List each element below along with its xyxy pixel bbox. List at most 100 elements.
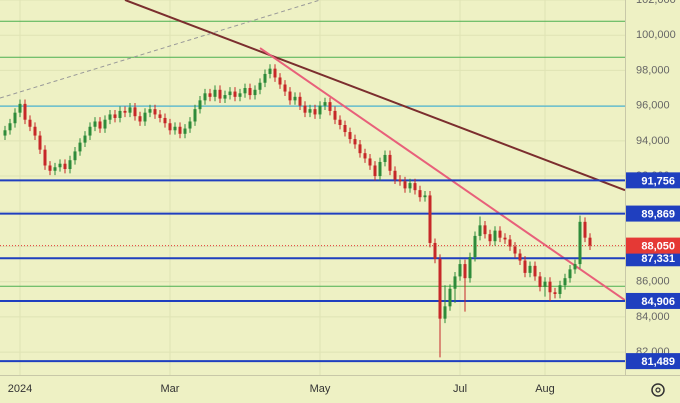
candle-body <box>518 253 522 261</box>
candle-body <box>468 257 472 279</box>
price-label-box <box>626 205 680 222</box>
price-label: 81,489 <box>641 356 675 368</box>
candle-body <box>203 93 207 101</box>
candle-body <box>508 239 512 247</box>
candle-body <box>183 128 187 134</box>
candle-body <box>338 119 342 125</box>
y-tick-label: 96,000 <box>636 100 670 112</box>
candle-body <box>388 154 392 171</box>
y-tick-label: 86,000 <box>636 276 670 288</box>
y-tick-label: 84,000 <box>636 311 670 323</box>
candle-body <box>463 264 467 279</box>
x-tick-label: Jul <box>453 383 467 395</box>
price-label: 84,906 <box>641 296 675 308</box>
candle-body <box>163 117 167 124</box>
candle-body <box>578 221 582 265</box>
candle-body <box>83 135 87 143</box>
x-tick-label: Mar <box>161 383 180 395</box>
candle-body <box>403 181 407 189</box>
candle-body <box>63 163 67 170</box>
candle-body <box>348 132 352 140</box>
candle-body <box>243 88 247 94</box>
candle-body <box>433 242 437 259</box>
candle-body <box>298 96 302 106</box>
candle-body <box>103 119 107 129</box>
candle-body <box>343 125 347 133</box>
candle-body <box>498 230 502 238</box>
candle-body <box>438 258 442 319</box>
candle-body <box>353 139 357 145</box>
candle-body <box>88 126 92 136</box>
candle-body <box>553 292 557 295</box>
candle-body <box>153 109 157 115</box>
y-tick-label: 100,000 <box>636 29 676 41</box>
price-label-box <box>626 250 680 267</box>
candle-body <box>138 116 142 122</box>
candle-body <box>43 149 47 166</box>
candle-body <box>168 123 172 131</box>
candle-body <box>278 77 282 85</box>
candle-body <box>133 107 137 117</box>
candle-body <box>3 130 7 136</box>
candle-body <box>543 281 547 287</box>
candle-body <box>448 288 452 307</box>
candle-body <box>78 142 82 152</box>
candle-body <box>483 225 487 235</box>
candle-body <box>573 264 577 270</box>
y-tick-label: 94,000 <box>636 135 670 147</box>
candle-body <box>18 103 22 113</box>
candle-body <box>53 167 57 171</box>
candle-body <box>28 119 32 127</box>
candle-body <box>318 105 322 115</box>
candle-body <box>258 82 262 90</box>
candle-body <box>378 161 382 177</box>
candle-body <box>303 105 307 113</box>
candle-body <box>218 89 222 99</box>
candle-body <box>158 114 162 118</box>
candle-body <box>513 246 517 254</box>
candle-body <box>193 109 197 122</box>
candle-body <box>113 114 117 118</box>
x-tick-label: 2024 <box>8 383 32 395</box>
candle-body <box>413 183 417 191</box>
candle-body <box>33 126 37 136</box>
candle-body <box>588 237 592 246</box>
candle-body <box>73 151 77 161</box>
candle-body <box>373 165 377 177</box>
candle-body <box>368 158 372 166</box>
candle-body <box>148 109 152 113</box>
candle-body <box>248 88 252 96</box>
candle-body <box>293 96 297 101</box>
candle-body <box>443 306 447 319</box>
candle-body <box>568 269 572 279</box>
candle-body <box>253 89 257 96</box>
candle-body <box>233 91 237 97</box>
candle-body <box>493 230 497 242</box>
candle-body <box>323 102 327 106</box>
candle-body <box>188 121 192 129</box>
candle-body <box>23 103 27 120</box>
settings-button[interactable] <box>651 383 665 397</box>
candle-body <box>503 237 507 240</box>
candle-body <box>473 235 477 258</box>
candle-body <box>238 93 242 97</box>
candle-body <box>68 160 72 170</box>
candle-body <box>228 91 232 96</box>
candle-body <box>98 121 102 129</box>
price-label: 87,331 <box>641 253 675 265</box>
candle-body <box>13 112 17 124</box>
candle-body <box>488 234 492 242</box>
candle-body <box>58 163 62 168</box>
candle-body <box>213 89 217 97</box>
candle-body <box>48 165 52 171</box>
candle-body <box>383 154 387 162</box>
candle-body <box>358 144 362 154</box>
gear-hub[interactable] <box>655 387 661 393</box>
candle-body <box>558 285 562 295</box>
candle-body <box>283 84 287 92</box>
gear-icon[interactable] <box>651 383 665 397</box>
price-label-box <box>626 353 680 370</box>
candle-body <box>178 126 182 134</box>
